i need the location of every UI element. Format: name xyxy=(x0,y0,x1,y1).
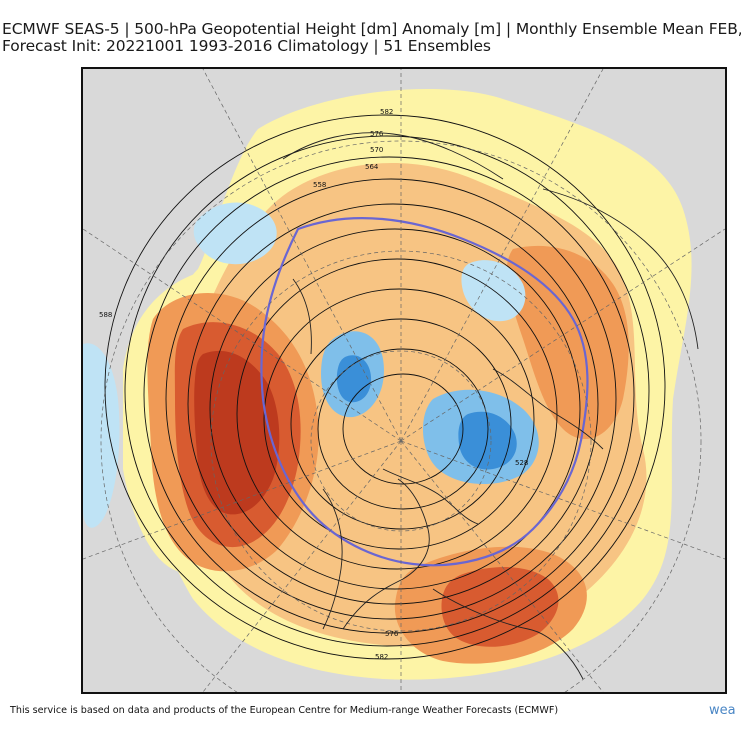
anomaly-negative-bering xyxy=(193,202,277,265)
coastline xyxy=(432,588,584,680)
contour-line xyxy=(236,258,558,570)
coastline xyxy=(492,368,604,450)
contour-label: 570 xyxy=(370,146,383,154)
meridian xyxy=(202,440,402,692)
chart-title: ECMWF SEAS-5 | 500-hPa Geopotential Heig… xyxy=(2,20,741,38)
contour-label: 576 xyxy=(385,630,399,638)
anomaly-red-west-deep xyxy=(194,350,280,515)
coastline xyxy=(282,132,504,180)
contour-line xyxy=(143,156,635,634)
contour-line xyxy=(263,288,535,550)
coastline xyxy=(542,188,699,350)
highlight-contour xyxy=(260,217,589,567)
contour-line xyxy=(124,135,650,647)
latitude-circle xyxy=(210,250,592,632)
data-credit: This service is based on data and produc… xyxy=(10,705,559,716)
anomaly-negative-canada-core xyxy=(336,355,372,403)
anomaly-negative-europe-core xyxy=(458,411,517,470)
meridian xyxy=(83,440,402,560)
contour-line xyxy=(165,178,617,620)
brand-link[interactable]: wea xyxy=(709,703,736,718)
contour-line xyxy=(104,114,666,660)
latitude-circle xyxy=(100,140,702,692)
contour-label: 564 xyxy=(365,163,379,171)
coastline xyxy=(322,488,343,630)
contour-label: 576 xyxy=(370,130,384,138)
contour-line xyxy=(317,348,489,510)
coastline xyxy=(382,468,479,525)
coastline xyxy=(292,278,312,355)
map-panel: 582 576 570 564 558 528 576 582 588 xyxy=(81,67,727,694)
graticule xyxy=(83,69,725,692)
contour-line xyxy=(209,228,581,590)
contour-line xyxy=(187,203,599,605)
contour-label: 588 xyxy=(99,311,112,319)
contour-labels: 582 576 570 564 558 528 576 582 588 xyxy=(99,108,528,661)
contour-label: 558 xyxy=(313,181,326,189)
meridian xyxy=(400,440,725,560)
meridian xyxy=(400,69,604,442)
meridian xyxy=(83,228,402,442)
chart-subtitle: Forecast Init: 20221001 1993-2016 Climat… xyxy=(2,37,491,55)
contour-line xyxy=(342,373,464,485)
contour-label: 582 xyxy=(375,653,388,661)
contour-label: 528 xyxy=(515,459,528,467)
coastline xyxy=(342,478,430,630)
meridian xyxy=(400,440,604,692)
meridian xyxy=(202,69,402,442)
contour-label: 582 xyxy=(380,108,393,116)
polar-anomaly-map: 582 576 570 564 558 528 576 582 588 xyxy=(83,69,725,692)
height-contours xyxy=(104,114,666,660)
latitude-circle xyxy=(310,350,492,532)
coastlines xyxy=(282,132,699,680)
meridian xyxy=(400,228,725,442)
